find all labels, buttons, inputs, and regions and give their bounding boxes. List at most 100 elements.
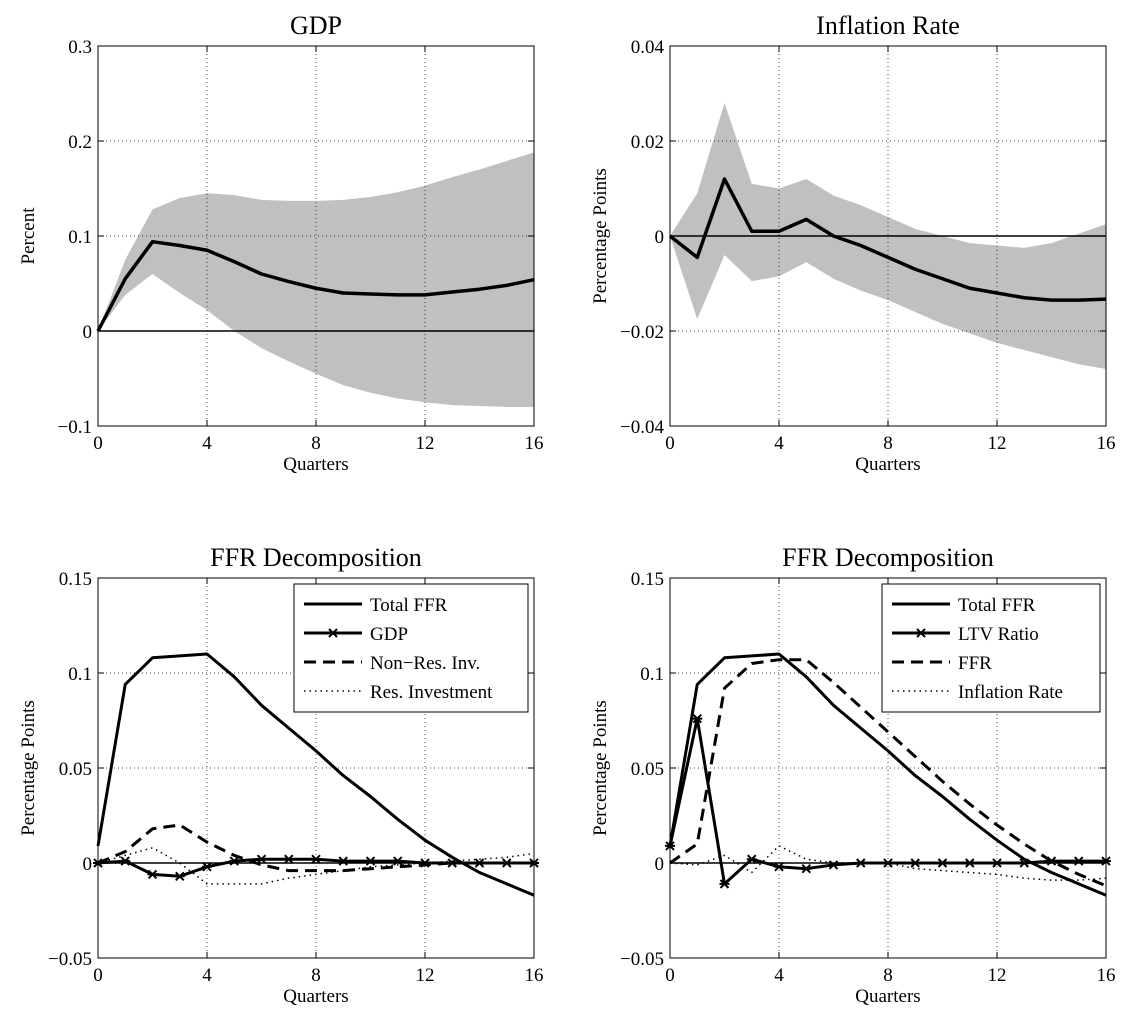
series-marker [964,858,975,868]
series-marker [719,879,730,889]
x-tick-label: 0 [93,433,103,454]
series-marker [120,856,131,866]
series-line-3 [669,845,1107,881]
x-tick-label: 12 [988,965,1007,986]
y-tick-label: 0.05 [59,759,92,780]
series-line-2 [669,658,1107,888]
series-marker [338,856,349,866]
series-marker [229,856,240,866]
series-marker [283,854,294,864]
y-tick-label: −0.02 [620,322,664,343]
legend-marker [328,628,338,638]
chart-title: FFR Decomposition [210,543,422,572]
x-tick-label: 12 [988,433,1007,454]
y-axis-label: Percentage Points [18,700,39,836]
y-tick-label: −0.04 [620,417,664,438]
chart-title: Inflation Rate [816,11,960,40]
legend-label: Total FFR [958,595,1036,616]
series-marker [746,854,757,864]
legend: Total FFR LTV Ratio FFR Inflation Rate [881,583,1101,713]
y-tick-label: 0.1 [640,664,664,685]
series-line-2 [97,823,534,873]
x-tick-label: 16 [525,965,544,986]
y-tick-label: −0.05 [620,949,664,970]
x-axis-label: Quarters [855,454,920,475]
legend-label: Inflation Rate [958,682,1063,703]
chart-title: GDP [290,11,342,40]
series-line-0 [96,239,535,332]
y-tick-label: 0.3 [68,37,92,58]
x-tick-label: 4 [202,433,212,454]
series-marker [937,858,948,868]
x-tick-label: 4 [202,965,212,986]
series-marker [147,869,158,880]
x-tick-label: 8 [883,433,893,454]
y-axis-label: Percent [18,207,39,265]
x-tick-label: 16 [1097,965,1116,986]
legend-label: LTV Ratio [958,624,1039,645]
x-tick-label: 0 [93,965,103,986]
series-marker [202,862,212,872]
legend-label: Non−Res. Inv. [370,653,480,674]
y-tick-label: 0 [655,854,665,875]
x-tick-label: 8 [311,433,321,454]
series-marker [311,854,321,864]
legend: Total FFR GDP Non−Res. Inv. Res. Investment [293,583,529,713]
x-tick-label: 8 [311,965,321,986]
y-tick-label: 0.15 [59,569,92,590]
series-marker [174,871,185,882]
series-line-0 [668,177,1107,302]
legend-label: Res. Investment [370,682,493,703]
series-marker [256,854,267,864]
y-tick-label: 0.02 [631,132,664,153]
series-marker [992,858,1002,868]
chart-panel: 0 4 8 12 16 −0.04 −0.02 0 0.02 0.04 Inflation Rate… [590,11,1116,475]
x-tick-label: 0 [665,433,675,454]
y-tick-label: 0.1 [68,664,92,685]
series-line-3 [97,847,535,885]
legend-marker [916,628,926,638]
series-marker [1073,856,1084,866]
series-marker [392,856,403,866]
x-axis-label: Quarters [283,986,348,1007]
x-tick-label: 4 [774,965,784,986]
y-tick-label: 0 [83,854,93,875]
x-axis-label: Quarters [855,986,920,1007]
series-marker [910,858,921,868]
y-tick-label: −0.05 [48,949,92,970]
series-marker [828,860,839,870]
series-marker [774,862,784,872]
y-tick-label: 0 [83,322,93,343]
legend-label: Total FFR [370,595,448,616]
series-marker [692,713,703,724]
series-marker [801,863,812,874]
y-tick-label: 0.05 [631,759,664,780]
confidence-band [98,152,534,407]
series-line-1 [668,717,1106,886]
y-axis-label: Percentage Points [590,700,611,836]
x-tick-label: 12 [416,433,435,454]
x-tick-label: 16 [525,433,544,454]
x-tick-label: 8 [883,965,893,986]
y-tick-label: −0.1 [58,417,92,438]
y-tick-label: 0.04 [631,37,665,58]
series-marker [1019,858,1030,868]
legend-label: GDP [370,624,408,645]
y-tick-label: 0.15 [631,569,664,590]
y-tick-label: 0 [655,227,665,248]
x-tick-label: 0 [665,965,675,986]
y-tick-label: 0.1 [68,227,92,248]
series-marker [365,856,376,866]
y-axis-label: Percentage Points [590,168,611,304]
x-tick-label: 4 [774,433,784,454]
x-axis-label: Quarters [283,454,348,475]
chart-title: FFR Decomposition [782,543,994,572]
legend-label: FFR [958,653,992,674]
x-tick-label: 12 [416,965,435,986]
y-tick-label: 0.2 [68,132,92,153]
x-tick-label: 16 [1097,433,1116,454]
